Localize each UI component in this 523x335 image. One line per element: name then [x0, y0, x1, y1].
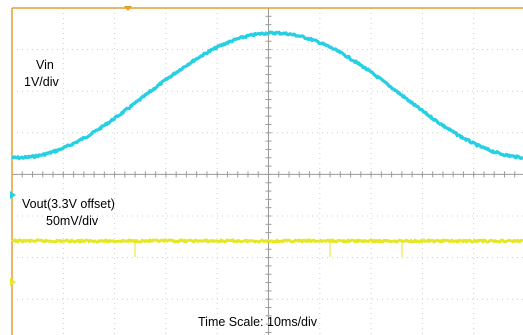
vout-waveform-trace [11, 238, 523, 244]
trigger-position-marker [124, 6, 132, 11]
vin-scale-label: 1V/div [24, 75, 59, 89]
graticule-center-axes [11, 7, 523, 335]
time-scale-label: Time Scale: 10ms/div [198, 315, 318, 329]
vout-channel-label: Vout(3.3V offset) [22, 197, 115, 211]
waveform-traces [11, 30, 523, 257]
ch2-ground-marker [10, 278, 16, 286]
channel-markers [10, 6, 132, 286]
ch1-ground-marker [10, 191, 16, 199]
vin-channel-label: Vin [36, 58, 54, 72]
vin-waveform-trace [11, 30, 523, 161]
vout-scale-label: 50mV/div [46, 214, 99, 228]
